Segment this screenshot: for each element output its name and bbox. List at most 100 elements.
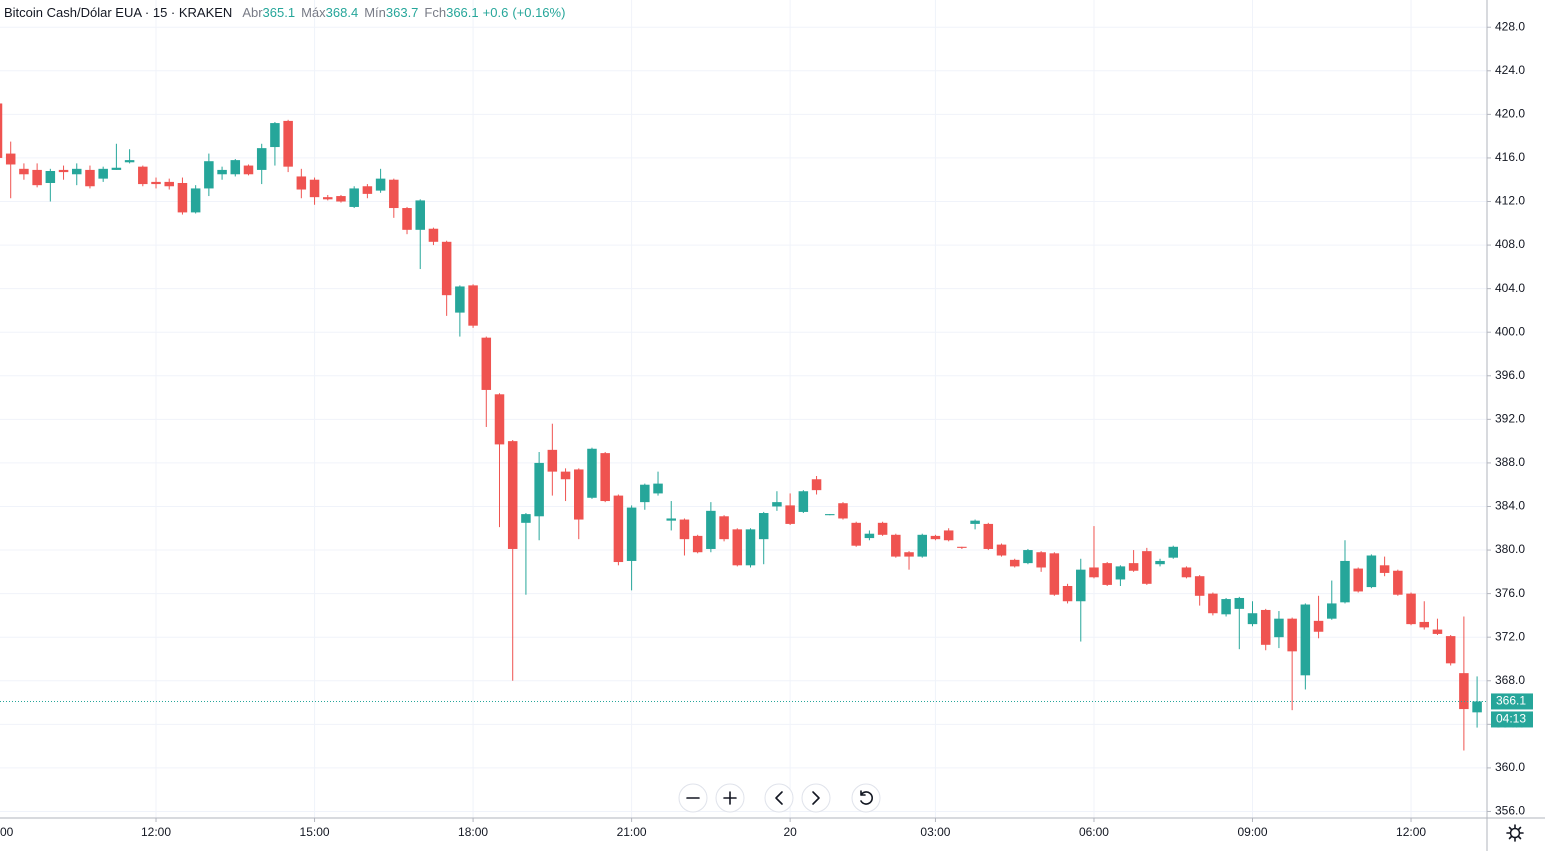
scroll-right-button[interactable] <box>801 783 831 813</box>
candle-body <box>507 441 518 549</box>
zoom-out-button[interactable] <box>678 783 708 813</box>
candle-body <box>1221 599 1231 615</box>
candle-body <box>217 169 227 175</box>
candle-body <box>560 471 571 480</box>
candle-body <box>1208 593 1218 614</box>
y-tick-label: 356.0 <box>1495 804 1525 818</box>
candle-body <box>891 534 901 557</box>
candle-body <box>455 286 465 313</box>
candle-body <box>1406 593 1416 625</box>
candle-body <box>138 166 148 185</box>
candle-body <box>626 507 637 561</box>
candle-body <box>1445 636 1456 664</box>
y-tick-label: 360.0 <box>1495 760 1525 774</box>
candle-body <box>1234 597 1245 609</box>
y-tick-label: 372.0 <box>1495 629 1525 643</box>
high-label: Máx <box>301 5 326 20</box>
candle-body <box>943 530 954 541</box>
candle-body <box>1393 570 1403 595</box>
candle-body <box>85 169 95 187</box>
x-tick-label: 09:00 <box>1237 825 1267 839</box>
candle-body <box>732 529 743 566</box>
y-tick-label: 388.0 <box>1495 455 1525 469</box>
candle-body <box>481 337 492 390</box>
candle-body <box>349 188 359 207</box>
candle-body <box>534 462 544 517</box>
candle-body <box>5 153 16 165</box>
candle-body <box>1168 546 1179 558</box>
axes: 356.0360.0364.0368.0372.0376.0380.0384.0… <box>0 19 1533 839</box>
header: Bitcoin Cash/Dólar EUA · 15 · KRAKEN Abr3… <box>4 5 565 20</box>
x-tick-label: 12:00 <box>1396 825 1426 839</box>
x-tick-label: 06:00 <box>1079 825 1109 839</box>
candle-body <box>640 484 650 503</box>
candle-body <box>600 453 610 502</box>
y-tick-label: 368.0 <box>1495 673 1525 687</box>
candle-body <box>1432 629 1443 634</box>
candle-body <box>389 179 399 209</box>
open-label: Abr <box>242 5 263 20</box>
candle-body <box>1009 559 1020 567</box>
candle-body <box>296 176 307 190</box>
candle-body <box>587 448 597 498</box>
candle-body <box>1102 563 1112 585</box>
y-tick-label: 400.0 <box>1495 324 1525 338</box>
candle-body <box>825 514 835 516</box>
candle-body <box>666 518 676 521</box>
candle-body <box>1076 569 1086 602</box>
candle-body <box>745 529 756 566</box>
y-tick-label: 376.0 <box>1495 586 1525 600</box>
candle-body <box>362 186 373 194</box>
x-tick-label: 00 <box>0 825 14 839</box>
candle-body <box>1353 568 1363 592</box>
candle-body <box>1247 613 1258 625</box>
candle-body <box>547 449 558 472</box>
close-label: Fch <box>424 5 446 20</box>
candle-body <box>204 161 214 189</box>
candle-body <box>1366 555 1377 588</box>
candle-body <box>1379 565 1390 573</box>
candle-body <box>428 228 439 242</box>
candle-body <box>1313 620 1324 632</box>
candle-body <box>415 200 425 230</box>
candle-body <box>164 181 174 187</box>
candle-body <box>1419 621 1430 628</box>
candle-body <box>1327 603 1337 619</box>
candle-body <box>71 168 82 175</box>
candle-body <box>270 123 280 148</box>
candle-body <box>468 285 478 326</box>
candle-body <box>798 491 809 512</box>
candle-body <box>309 179 320 198</box>
candle-body <box>1155 560 1165 565</box>
candle-body <box>124 160 135 163</box>
y-tick-label: 392.0 <box>1495 412 1525 426</box>
reset-button[interactable] <box>851 783 881 813</box>
zoom-in-button[interactable] <box>715 783 745 813</box>
candle-body <box>58 169 69 173</box>
candle-body <box>574 469 584 520</box>
candle-body <box>177 182 188 213</box>
candle-body <box>917 534 927 557</box>
y-tick-label: 396.0 <box>1495 368 1525 382</box>
candle-body <box>1036 552 1046 568</box>
high-value: 368.4 <box>326 5 359 20</box>
y-tick-label: 384.0 <box>1495 499 1525 513</box>
candle-body <box>1274 618 1284 638</box>
candle-body <box>653 483 663 494</box>
last-price-label: 366.1 <box>1496 694 1526 708</box>
candle-body <box>1128 563 1139 571</box>
scroll-left-button[interactable] <box>764 783 794 813</box>
change: +0.6 <box>483 5 509 20</box>
y-tick-label: 416.0 <box>1495 150 1525 164</box>
candle-body <box>1089 567 1099 578</box>
candle-body <box>230 160 241 175</box>
candle-body <box>494 394 505 445</box>
candle-body <box>1181 567 1192 578</box>
candle-body <box>323 197 333 200</box>
candle-body <box>679 519 690 540</box>
settings-button[interactable] <box>1506 824 1524 842</box>
last-price-box <box>1491 693 1533 710</box>
candle-body <box>996 544 1007 556</box>
candle-body <box>1472 701 1482 713</box>
